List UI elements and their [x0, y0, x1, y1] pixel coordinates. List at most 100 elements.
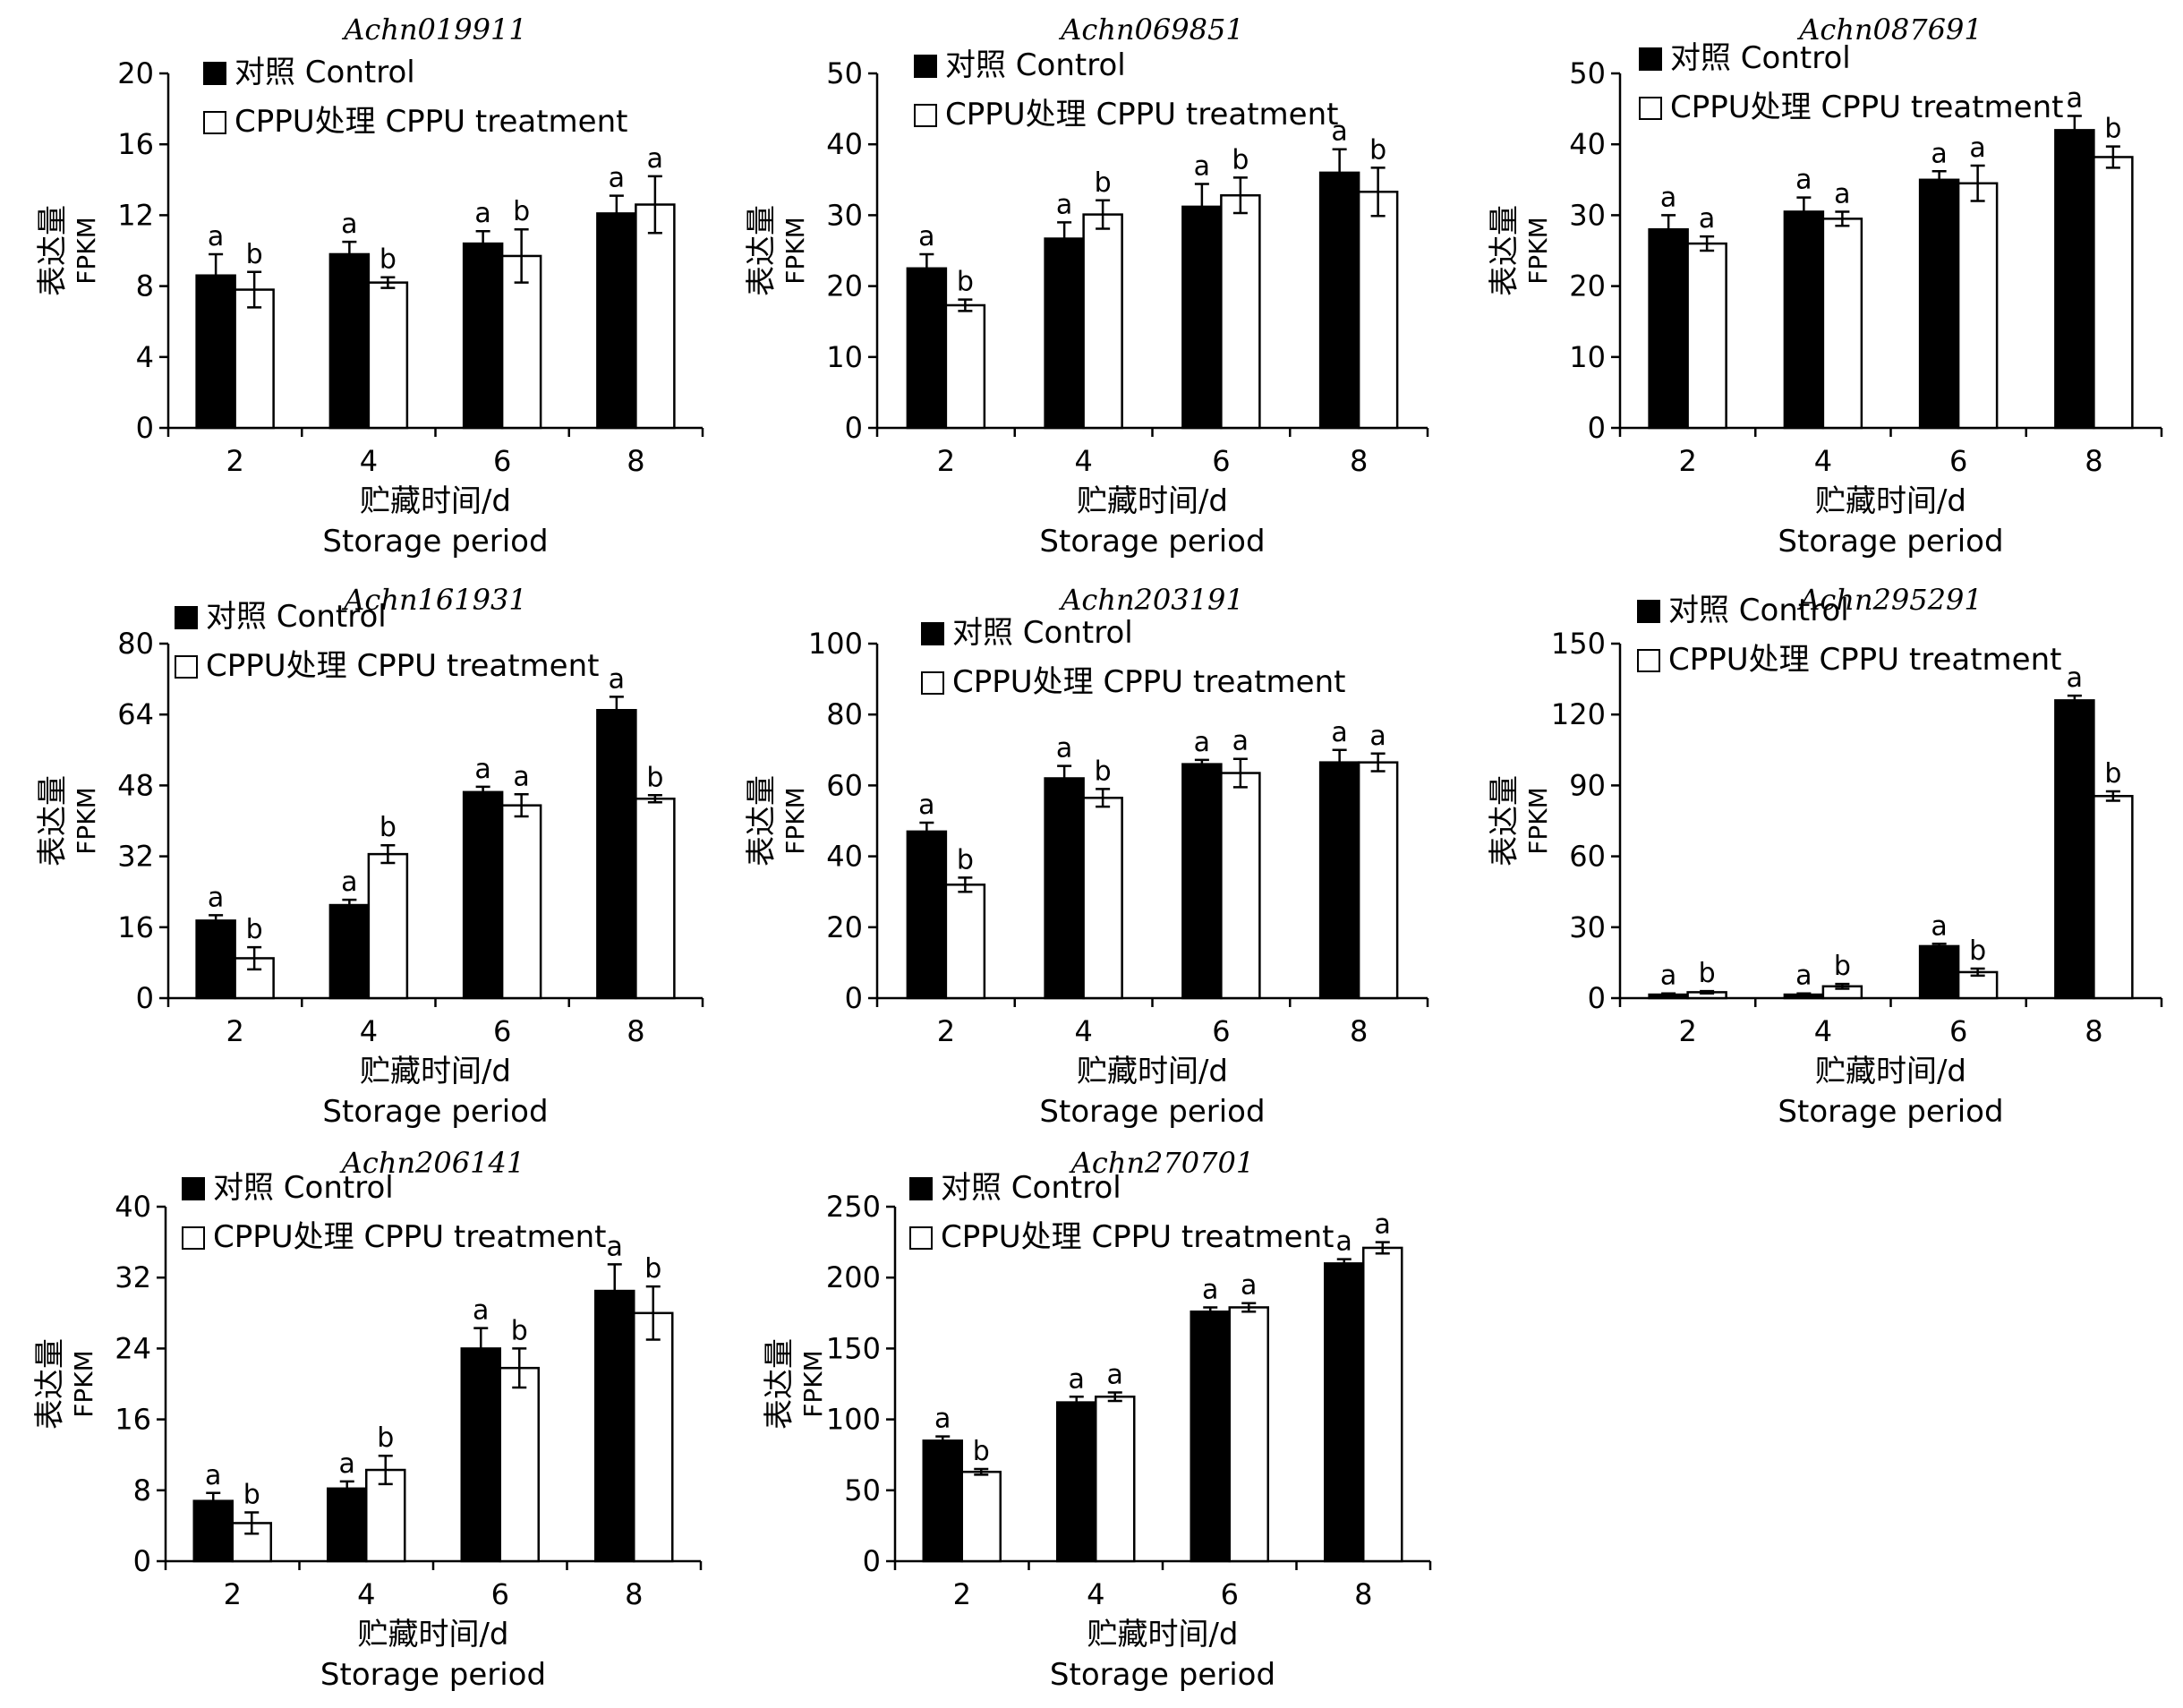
significance-letter: a	[1375, 1209, 1391, 1241]
y-tick-label: 48	[117, 768, 154, 802]
x-axis-label-cn: 贮藏时间/d	[1077, 1054, 1228, 1089]
chart-title: Achn203191	[1058, 583, 1243, 617]
y-axis-label-en: FPKM	[1523, 217, 1553, 285]
bar-treatment	[944, 884, 986, 1000]
bar-control	[906, 830, 948, 1000]
significance-letter: b	[243, 1480, 260, 1511]
y-tick-label: 80	[826, 697, 863, 731]
bar-treatment	[635, 798, 676, 1000]
y-axis-label-cn: 表达量	[35, 775, 71, 867]
significance-letter: a	[1107, 1360, 1123, 1391]
x-axis-label-en: Storage period	[1050, 1657, 1275, 1693]
y-tick-label: 30	[1569, 198, 1606, 232]
legend-label-control: 对照 Control	[235, 55, 415, 90]
significance-letter: b	[1969, 935, 1986, 967]
x-axis-label-en: Storage period	[1039, 1094, 1265, 1130]
y-tick-label: 32	[117, 840, 154, 874]
bar-control	[1056, 1401, 1097, 1563]
legend-swatch-treatment	[175, 655, 198, 679]
significance-letter: a	[341, 867, 357, 898]
legend-swatch-control	[1637, 600, 1660, 623]
bar-treatment	[635, 203, 676, 430]
x-axis-label-cn: 贮藏时间/d	[1815, 483, 1966, 519]
significance-letter: b	[511, 1315, 528, 1346]
x-tick-label: 8	[625, 1577, 643, 1611]
y-tick-label: 30	[1569, 910, 1606, 944]
x-tick-label: 6	[1221, 1577, 1239, 1611]
y-tick-label: 8	[133, 1473, 151, 1507]
significance-letter: b	[957, 267, 974, 298]
significance-letter: b	[379, 812, 397, 843]
legend-swatch-treatment	[203, 111, 226, 134]
bar-treatment	[1686, 242, 1727, 430]
y-tick-label: 100	[808, 627, 863, 661]
chart-title: Achn087691	[1796, 13, 1982, 47]
significance-letter: b	[1699, 958, 1716, 989]
y-tick-label: 8	[136, 269, 154, 303]
bar-control	[462, 790, 504, 1000]
x-axis-label-cn: 贮藏时间/d	[360, 1054, 511, 1089]
bar-treatment	[633, 1311, 674, 1563]
significance-letter: a	[1699, 203, 1715, 235]
y-tick-label: 50	[826, 56, 863, 90]
bar-treatment	[1357, 191, 1399, 430]
significance-letter: a	[918, 790, 934, 821]
bar-control	[328, 903, 371, 1000]
x-tick-label: 4	[1814, 444, 1832, 478]
bar-treatment	[367, 852, 409, 1000]
chart-title: Achn019911	[341, 13, 526, 47]
x-tick-label: 6	[493, 1014, 511, 1048]
legend-label-control: 对照 Control	[945, 47, 1126, 83]
bar-control	[462, 242, 504, 430]
chart-panel-7: Achn2061410816243240ab2ab4ab6ab8贮藏时间/dSt…	[32, 1146, 703, 1693]
bar-control	[1324, 1262, 1365, 1563]
bar-control	[328, 252, 371, 430]
legend-label-control: 对照 Control	[952, 615, 1133, 651]
bar-control	[596, 709, 637, 1000]
y-tick-label: 40	[1569, 127, 1606, 161]
bar-control	[1044, 237, 1085, 430]
x-tick-label: 2	[937, 1014, 955, 1048]
y-tick-label: 0	[1588, 411, 1606, 445]
x-tick-label: 2	[226, 444, 243, 478]
y-tick-label: 4	[136, 340, 154, 374]
legend-swatch-control	[1639, 47, 1662, 71]
y-tick-label: 250	[826, 1190, 881, 1224]
significance-letter: a	[918, 221, 934, 252]
y-tick-label: 50	[1569, 56, 1606, 90]
significance-letter: b	[1369, 134, 1386, 166]
x-tick-label: 2	[937, 444, 955, 478]
significance-letter: b	[1834, 951, 1851, 982]
significance-letter: a	[513, 761, 529, 792]
significance-letter: a	[474, 198, 490, 229]
x-tick-label: 2	[224, 1577, 242, 1611]
significance-letter: a	[647, 143, 663, 175]
y-tick-label: 32	[115, 1260, 151, 1294]
legend-label-treatment: CPPU处理 CPPU treatment	[941, 1219, 1334, 1255]
chart-title: Achn161931	[341, 583, 526, 617]
x-tick-label: 6	[1212, 444, 1230, 478]
significance-letter: a	[208, 221, 224, 252]
significance-letter: a	[1194, 727, 1210, 758]
y-tick-label: 120	[1551, 697, 1606, 731]
y-tick-label: 16	[117, 910, 154, 944]
y-axis-label-cn: 表达量	[744, 775, 780, 867]
x-tick-label: 2	[953, 1577, 971, 1611]
significance-letter: a	[607, 1231, 623, 1262]
y-tick-label: 60	[1569, 840, 1606, 874]
bar-treatment	[944, 303, 986, 430]
bar-control	[460, 1347, 501, 1563]
legend-label-treatment: CPPU处理 CPPU treatment	[1668, 642, 2061, 678]
significance-letter: a	[609, 163, 625, 194]
legend-label-treatment: CPPU处理 CPPU treatment	[206, 648, 599, 684]
y-tick-label: 0	[136, 981, 154, 1015]
y-tick-label: 90	[1569, 768, 1606, 802]
significance-letter: a	[1795, 961, 1812, 992]
y-tick-label: 0	[845, 981, 863, 1015]
significance-letter: a	[2067, 662, 2083, 694]
x-tick-label: 2	[1678, 444, 1696, 478]
bar-treatment	[2093, 795, 2134, 1000]
x-axis-label-en: Storage period	[320, 1657, 546, 1693]
significance-letter: a	[1232, 726, 1249, 757]
